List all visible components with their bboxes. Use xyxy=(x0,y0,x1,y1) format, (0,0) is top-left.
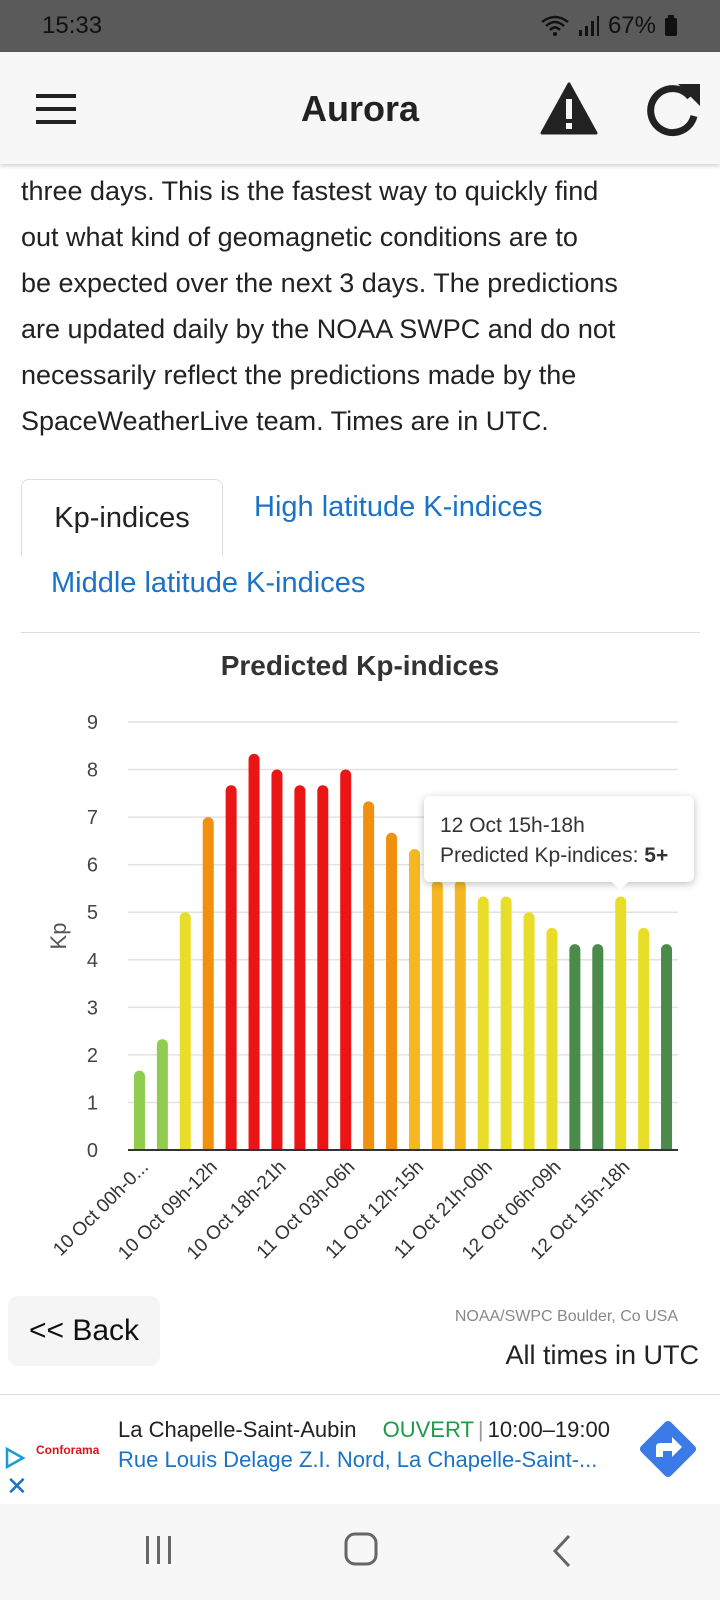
page-title: Aurora xyxy=(300,88,420,129)
app-bar: Aurora xyxy=(0,52,720,164)
status-time: 15:33 xyxy=(42,12,103,39)
tab-kp-indices[interactable]: Kp-indices xyxy=(21,479,223,556)
back-button[interactable]: << Back xyxy=(8,1296,160,1366)
kp-bar[interactable] xyxy=(248,753,260,1155)
y-tick-label: 5 xyxy=(87,902,98,924)
refresh-icon[interactable] xyxy=(642,80,702,138)
tooltip-title: 12 Oct 15h-18h xyxy=(440,814,585,837)
kp-bar[interactable] xyxy=(294,785,306,1155)
y-tick-label: 4 xyxy=(87,950,98,972)
menu-icon[interactable] xyxy=(36,94,76,124)
tab-high-latitude[interactable]: High latitude K-indices xyxy=(254,491,543,523)
intro-text: three days. This is the fastest way to q… xyxy=(21,168,700,444)
kp-bar[interactable] xyxy=(271,769,283,1155)
ad-headline: La Chapelle-Saint-Aubin OUVERT | 10:00–19:… xyxy=(118,1417,610,1442)
ad-logo: Conforama xyxy=(36,1443,100,1457)
ad-place: La Chapelle-Saint-Aubin xyxy=(118,1417,357,1442)
back-nav-icon[interactable] xyxy=(552,1534,572,1568)
kp-bar[interactable] xyxy=(317,785,329,1155)
ad-status: OUVERT xyxy=(382,1417,474,1442)
chart-credits[interactable]: NOAA/SWPC Boulder, Co USA xyxy=(454,1308,678,1325)
tooltip-label: Predicted Kp-indices: xyxy=(440,844,639,867)
battery-percent: 67% xyxy=(607,12,656,39)
y-tick-label: 2 xyxy=(87,1045,98,1067)
kp-bar[interactable] xyxy=(179,912,191,1155)
y-tick-label: 3 xyxy=(87,997,98,1019)
intro-line: necessarily reflect the predictions made… xyxy=(21,360,577,390)
kp-bar[interactable] xyxy=(386,832,398,1155)
y-tick-label: 7 xyxy=(87,807,98,829)
y-tick-label: 0 xyxy=(87,1140,98,1162)
kp-bar[interactable] xyxy=(477,896,489,1155)
y-tick-label: 9 xyxy=(87,712,98,734)
intro-line: three days. This is the fastest way to q… xyxy=(21,176,599,206)
kp-bar[interactable] xyxy=(592,944,604,1155)
kp-bar[interactable] xyxy=(363,801,375,1155)
kp-bar[interactable] xyxy=(454,880,466,1155)
chart-tooltip: 12 Oct 15h-18h Predicted Kp-indices: 5+ xyxy=(424,796,694,882)
y-tick-label: 8 xyxy=(87,760,98,782)
status-bar: 15:33 67% xyxy=(0,0,720,52)
y-tick-label: 1 xyxy=(87,1092,98,1114)
kp-bar[interactable] xyxy=(202,817,214,1155)
kp-bar[interactable] xyxy=(546,927,558,1155)
intro-line: are updated daily by the NOAA SWPC and d… xyxy=(21,314,616,344)
kp-bar[interactable] xyxy=(340,769,352,1155)
warning-icon[interactable] xyxy=(540,82,598,136)
tooltip-body: Predicted Kp-indices: 5+ xyxy=(440,844,668,868)
kp-bar[interactable] xyxy=(523,912,535,1155)
ad-close-icon[interactable]: ✕ xyxy=(6,1471,28,1501)
tooltip-pointer xyxy=(610,880,630,890)
battery-icon xyxy=(665,15,677,36)
status-icons: 67% xyxy=(540,12,678,40)
signal-icon xyxy=(578,16,599,36)
intro-line: out what kind of geomagnetic conditions … xyxy=(21,222,578,252)
ad-hours: 10:00–19:00 xyxy=(487,1417,610,1442)
kp-bar[interactable] xyxy=(569,944,581,1155)
y-tick-label: 6 xyxy=(87,855,98,877)
kp-bar[interactable] xyxy=(133,1070,145,1155)
y-axis-label: Kp xyxy=(46,923,71,950)
kp-bar[interactable] xyxy=(225,785,237,1155)
tab-middle-latitude[interactable]: Middle latitude K-indices xyxy=(51,567,366,599)
directions-icon[interactable] xyxy=(636,1417,700,1481)
wifi-icon xyxy=(541,15,569,36)
ad-banner[interactable]: ✕ Conforama La Chapelle-Saint-Aubin OUVE… xyxy=(0,1394,720,1506)
kp-bar[interactable] xyxy=(408,848,420,1155)
kp-bar[interactable] xyxy=(156,1039,168,1155)
kp-bar[interactable] xyxy=(431,880,443,1155)
kp-bar[interactable] xyxy=(661,944,673,1155)
ad-address[interactable]: Rue Louis Delage Z.I. Nord, La Chapelle-… xyxy=(118,1447,598,1472)
recent-apps-icon[interactable] xyxy=(144,1534,174,1566)
tabs-divider xyxy=(21,632,700,633)
tooltip-value: 5+ xyxy=(644,844,669,867)
intro-line: SpaceWeatherLive team. Times are in UTC. xyxy=(21,406,549,436)
kp-bar[interactable] xyxy=(615,896,627,1155)
kp-bar[interactable] xyxy=(638,927,650,1155)
ad-play-icon xyxy=(5,1447,26,1469)
system-nav-bar xyxy=(0,1504,720,1600)
times-note: All times in UTC xyxy=(505,1340,699,1370)
home-icon[interactable] xyxy=(344,1532,378,1566)
intro-line: be expected over the next 3 days. The pr… xyxy=(21,268,618,298)
kp-bar[interactable] xyxy=(500,896,512,1155)
axis-baseline-mask xyxy=(128,1150,678,1158)
chart-title: Predicted Kp-indices xyxy=(220,650,500,681)
